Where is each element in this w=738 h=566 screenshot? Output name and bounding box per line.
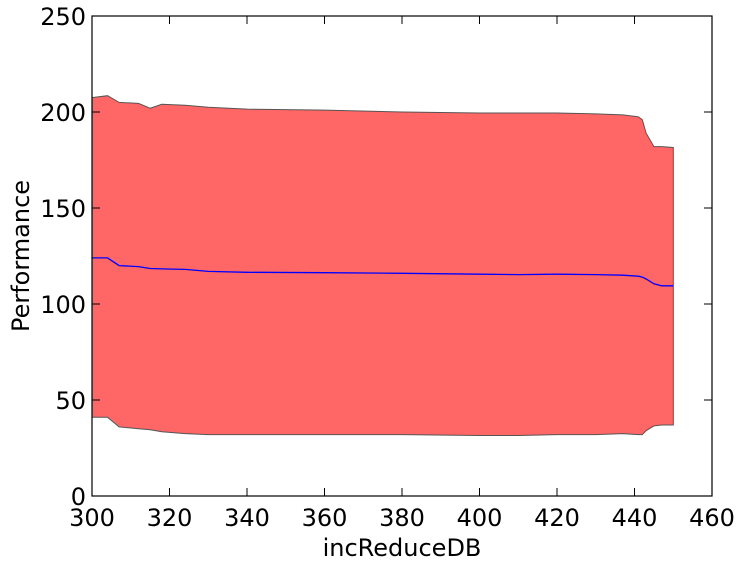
x-tick-label: 300: [69, 504, 115, 532]
confidence-band: [91, 95, 674, 436]
x-axis-title: incReduceDB: [323, 534, 482, 562]
x-tick-label: 400: [457, 504, 503, 532]
y-tick-label: 50: [55, 387, 86, 415]
y-tick-label: 100: [40, 291, 86, 319]
x-tick-label: 320: [147, 504, 193, 532]
y-tick-label: 150: [40, 195, 86, 223]
y-tick-label: 250: [40, 3, 86, 31]
y-tick-label: 0: [71, 483, 86, 511]
x-tick-label: 340: [224, 504, 270, 532]
x-tick-label: 380: [379, 504, 425, 532]
mean-line: [92, 257, 674, 287]
plot-layer: [91, 95, 674, 436]
x-tick-label: 440: [612, 504, 658, 532]
x-tick-label: 460: [689, 504, 735, 532]
x-tick-label: 420: [534, 504, 580, 532]
ticks-layer: 300 320 340 360 380 400 420 440 460 0 50 100 150 200 2…: [40, 3, 735, 532]
x-tick-label: 360: [302, 504, 348, 532]
y-tick-label: 200: [40, 99, 86, 127]
y-axis-title: Performance: [7, 180, 35, 332]
